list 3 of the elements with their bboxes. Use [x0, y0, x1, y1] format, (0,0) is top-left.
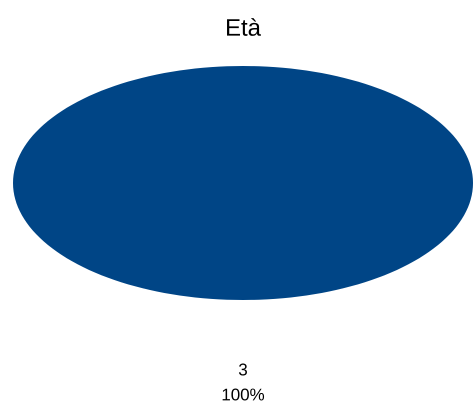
text: 100%	[222, 388, 264, 401]
chart-title: Età	[227, 18, 261, 36]
data-label: 3	[238, 364, 247, 376]
